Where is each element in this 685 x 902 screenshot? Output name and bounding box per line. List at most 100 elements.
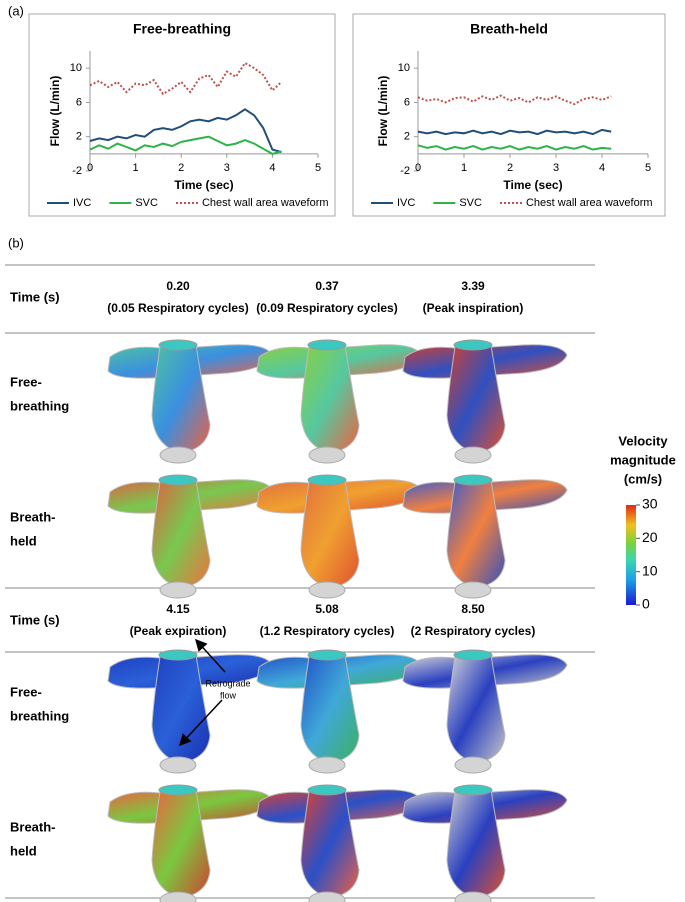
column-note: (0.09 Respiratory cycles) bbox=[256, 301, 397, 315]
column-note: (1.2 Respiratory cycles) bbox=[260, 624, 395, 638]
vessel-cap bbox=[453, 649, 493, 661]
colorbar-tick-label: 10 bbox=[642, 562, 658, 578]
y-axis-label: Flow (L/min) bbox=[376, 76, 390, 147]
colorbar-title: magnitude bbox=[610, 452, 676, 467]
chart-title: Free-breathing bbox=[133, 21, 231, 37]
column-note: (2 Respiratory cycles) bbox=[411, 624, 536, 638]
vessel-cap bbox=[454, 756, 492, 774]
colorbar bbox=[626, 505, 636, 605]
series-line bbox=[417, 144, 612, 151]
row-label: held bbox=[10, 533, 37, 548]
y-tick-label: 6 bbox=[76, 96, 82, 108]
x-tick-label: 0 bbox=[87, 162, 93, 174]
vessel-cap bbox=[308, 756, 346, 774]
column-time: 5.08 bbox=[315, 602, 339, 616]
panel-label: (a) bbox=[8, 3, 24, 18]
vessel-cap bbox=[308, 581, 346, 599]
column-time: 3.39 bbox=[461, 279, 485, 293]
time-label: Time (s) bbox=[10, 612, 60, 627]
row-label: Free- bbox=[10, 684, 42, 699]
row-label: breathing bbox=[10, 398, 69, 413]
y-tick-label: 6 bbox=[404, 96, 410, 108]
x-tick-label: 5 bbox=[645, 162, 651, 174]
vessel-cap bbox=[307, 784, 347, 796]
y-tick-label: -2 bbox=[72, 165, 82, 177]
series-line bbox=[89, 61, 283, 96]
series-line bbox=[89, 135, 282, 155]
x-tick-label: 5 bbox=[315, 162, 321, 174]
vessel-cap bbox=[307, 474, 347, 486]
series-line bbox=[417, 128, 612, 136]
vessel-cap bbox=[454, 446, 492, 464]
y-tick-label: 2 bbox=[76, 131, 82, 143]
colorbar-title: Velocity bbox=[618, 433, 668, 448]
column-time: 0.20 bbox=[166, 279, 190, 293]
column-time: 0.37 bbox=[315, 279, 339, 293]
chart-frame bbox=[28, 13, 336, 217]
panel-label: (b) bbox=[8, 235, 24, 250]
vessel-cap bbox=[308, 891, 346, 902]
series-line bbox=[89, 108, 282, 154]
vessel-cap bbox=[159, 891, 197, 902]
vessel-cap bbox=[453, 474, 493, 486]
legend-label: SVC bbox=[459, 197, 482, 209]
legend-label: IVC bbox=[397, 197, 415, 209]
x-tick-label: 1 bbox=[461, 162, 467, 174]
vessel-cap bbox=[159, 756, 197, 774]
y-tick-label: 10 bbox=[70, 62, 82, 74]
legend-label: Chest wall area waveform bbox=[526, 197, 653, 209]
colorbar-tick-label: 0 bbox=[642, 596, 650, 612]
x-tick-label: 2 bbox=[507, 162, 513, 174]
vessel-cap bbox=[158, 649, 198, 661]
x-tick-label: 0 bbox=[415, 162, 421, 174]
annotation: Retrograde bbox=[205, 678, 250, 688]
legend-label: IVC bbox=[73, 197, 91, 209]
chart-frame bbox=[352, 13, 666, 217]
colorbar-tick-label: 20 bbox=[642, 529, 658, 545]
annotation-arrow bbox=[178, 699, 223, 747]
vessel-cap bbox=[454, 891, 492, 902]
vessel-cap bbox=[158, 474, 198, 486]
row-label: held bbox=[10, 843, 37, 858]
y-tick-label: 10 bbox=[398, 62, 410, 74]
vessel-cap bbox=[308, 446, 346, 464]
column-note: (0.05 Respiratory cycles) bbox=[107, 301, 248, 315]
column-time: 8.50 bbox=[461, 602, 485, 616]
x-tick-label: 4 bbox=[599, 162, 605, 174]
vessel-cap bbox=[453, 784, 493, 796]
chart-title: Breath-held bbox=[470, 21, 548, 37]
vessel-cap bbox=[159, 446, 197, 464]
series-line bbox=[417, 94, 612, 106]
row-label: Breath- bbox=[10, 819, 56, 834]
vessel-cap bbox=[158, 784, 198, 796]
y-axis-label: Flow (L/min) bbox=[48, 76, 62, 147]
x-tick-label: 2 bbox=[178, 162, 184, 174]
vessel-cap bbox=[453, 339, 493, 351]
time-label: Time (s) bbox=[10, 289, 60, 304]
y-tick-label: -2 bbox=[400, 165, 410, 177]
x-tick-label: 3 bbox=[553, 162, 559, 174]
vessel-cap bbox=[307, 339, 347, 351]
x-tick-label: 1 bbox=[133, 162, 139, 174]
y-tick-label: 2 bbox=[404, 131, 410, 143]
legend-label: Chest wall area waveform bbox=[202, 197, 329, 209]
column-time: 4.15 bbox=[166, 602, 190, 616]
row-label: Free- bbox=[10, 374, 42, 389]
x-tick-label: 4 bbox=[269, 162, 275, 174]
colorbar-tick-label: 30 bbox=[642, 496, 658, 512]
x-tick-label: 3 bbox=[224, 162, 230, 174]
vessel-cap bbox=[159, 581, 197, 599]
column-note: (Peak inspiration) bbox=[423, 301, 524, 315]
row-label: breathing bbox=[10, 708, 69, 723]
column-note: (Peak expiration) bbox=[130, 624, 227, 638]
colorbar-title: (cm/s) bbox=[624, 471, 662, 486]
vessel-cap bbox=[307, 649, 347, 661]
vessel-cap bbox=[454, 581, 492, 599]
annotation-arrow bbox=[194, 638, 226, 673]
x-axis-label: Time (sec) bbox=[503, 178, 562, 192]
legend-label: SVC bbox=[135, 197, 158, 209]
vessel-cap bbox=[158, 339, 198, 351]
x-axis-label: Time (sec) bbox=[174, 178, 233, 192]
annotation: flow bbox=[220, 690, 237, 700]
